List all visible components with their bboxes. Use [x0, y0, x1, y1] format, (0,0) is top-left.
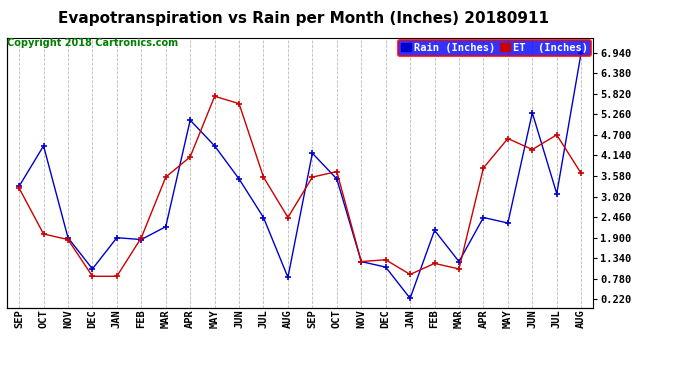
Text: Evapotranspiration vs Rain per Month (Inches) 20180911: Evapotranspiration vs Rain per Month (In…: [58, 11, 549, 26]
Text: Copyright 2018 Cartronics.com: Copyright 2018 Cartronics.com: [7, 38, 178, 48]
Legend: Rain (Inches), ET  (Inches): Rain (Inches), ET (Inches): [397, 40, 591, 56]
